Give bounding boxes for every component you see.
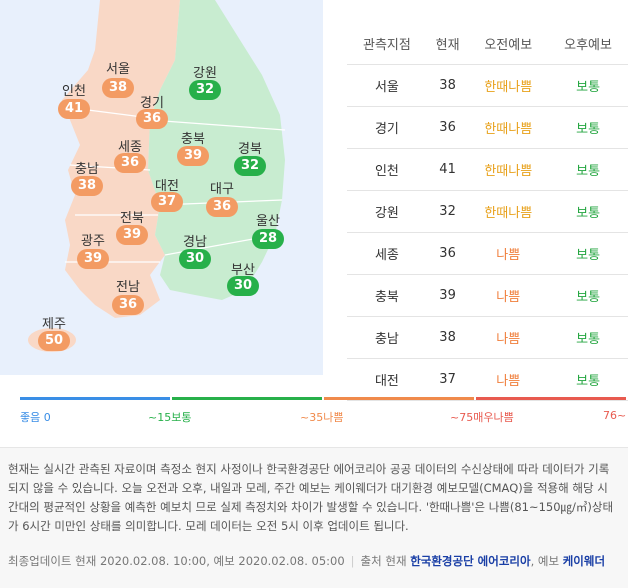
current-cell: 36 xyxy=(426,232,469,275)
current-cell: 41 xyxy=(426,148,469,191)
region-label: 대구 xyxy=(210,182,234,197)
site-cell: 세종 xyxy=(347,232,427,275)
legend-label: 76~ xyxy=(603,409,627,422)
current-cell: 37 xyxy=(426,358,469,401)
region-value-badge[interactable]: 32 xyxy=(189,80,221,100)
region-label: 인천 xyxy=(62,84,86,99)
region-value-badge[interactable]: 32 xyxy=(234,156,266,176)
header-pm: 오후예보 xyxy=(548,22,628,65)
region-value-badge[interactable]: 36 xyxy=(206,197,238,217)
table-row: 대전 37 나쁨 보통 xyxy=(347,358,628,401)
region-label: 경남 xyxy=(183,235,207,250)
header-site: 관측지점 xyxy=(347,22,427,65)
legend-bar xyxy=(324,397,474,400)
legend-label: ~75매우나쁨 xyxy=(450,411,514,424)
am-forecast-cell: 나쁨 xyxy=(468,274,549,317)
region-value-badge[interactable]: 39 xyxy=(177,146,209,166)
legend-bar xyxy=(20,397,170,400)
header-current: 현재 xyxy=(426,22,469,65)
forecast-table: 관측지점 현재 오전예보 오후예보 서울 38 한때나쁨 보통 경기 36 한때나쁨 보통 인천… xyxy=(347,22,628,401)
table-row: 세종 36 나쁨 보통 xyxy=(347,232,628,275)
air-quality-map: 서울 38 경기 36 인천 41 강원 32 세종 36 충북 39 충남 38 대전 37 경북 32 대구 36… xyxy=(0,0,323,375)
region-value-badge[interactable]: 36 xyxy=(114,153,146,173)
region-label: 대전 xyxy=(155,179,179,194)
update-info: 최종업데이트 현재 2020.02.08. 10:00, 예보 2020.02.… xyxy=(8,554,345,568)
region-label: 울산 xyxy=(256,214,280,229)
table-row: 강원 32 한때나쁨 보통 xyxy=(347,190,628,233)
region-label: 전남 xyxy=(116,280,140,295)
source-mid: , 예보 xyxy=(530,554,560,568)
region-value-badge[interactable]: 36 xyxy=(112,295,144,315)
pm-forecast-cell: 보통 xyxy=(548,232,628,275)
region-label: 세종 xyxy=(118,140,142,155)
pm-forecast-cell: 보통 xyxy=(548,148,628,191)
current-cell: 38 xyxy=(426,316,469,359)
region-label: 광주 xyxy=(81,234,105,249)
pm-forecast-cell: 보통 xyxy=(548,106,628,149)
region-label: 서울 xyxy=(106,62,130,77)
region-label: 경북 xyxy=(238,142,262,157)
legend-bar xyxy=(172,397,322,400)
region-value-badge[interactable]: 37 xyxy=(151,192,183,212)
legend-label: ~35나쁨 xyxy=(300,411,344,424)
current-cell: 32 xyxy=(426,190,469,233)
site-cell: 대전 xyxy=(347,358,427,401)
table-row: 충남 38 나쁨 보통 xyxy=(347,316,628,359)
legend-label: 좋음 0 xyxy=(20,411,51,424)
pm-legend: 좋음 0 ~15보통 ~35나쁨 ~75매우나쁨 76~ xyxy=(20,397,628,425)
site-cell: 충남 xyxy=(347,316,427,359)
region-label: 부산 xyxy=(231,263,255,278)
site-cell: 인천 xyxy=(347,148,427,191)
am-forecast-cell: 한때나쁨 xyxy=(468,106,549,149)
am-forecast-cell: 나쁨 xyxy=(468,316,549,359)
notice-text: 현재는 실시간 관측된 자료이며 측정소 현지 사정이나 한국환경공단 에어코리… xyxy=(8,462,614,533)
pm-forecast-cell: 보통 xyxy=(548,64,628,107)
source-prefix: 출처 현재 xyxy=(360,554,407,568)
region-value-badge[interactable]: 39 xyxy=(77,249,109,269)
am-forecast-cell: 나쁨 xyxy=(468,358,549,401)
current-cell: 36 xyxy=(426,106,469,149)
region-value-badge[interactable]: 38 xyxy=(71,176,103,196)
pm-forecast-cell: 보통 xyxy=(548,274,628,317)
am-forecast-cell: 한때나쁨 xyxy=(468,64,549,107)
current-cell: 38 xyxy=(426,64,469,107)
pm-forecast-cell: 보통 xyxy=(548,316,628,359)
site-cell: 충북 xyxy=(347,274,427,317)
legend-bar xyxy=(476,397,626,400)
pm-forecast-cell: 보통 xyxy=(548,190,628,233)
region-label: 충남 xyxy=(75,162,99,177)
table-header-row: 관측지점 현재 오전예보 오후예보 xyxy=(347,22,628,65)
table-row: 서울 38 한때나쁨 보통 xyxy=(347,64,628,107)
site-cell: 강원 xyxy=(347,190,427,233)
am-forecast-cell: 한때나쁨 xyxy=(468,148,549,191)
am-forecast-cell: 나쁨 xyxy=(468,232,549,275)
region-label: 강원 xyxy=(193,66,217,81)
region-label: 충북 xyxy=(181,132,205,147)
region-value-badge[interactable]: 50 xyxy=(38,331,70,351)
table-row: 인천 41 한때나쁨 보통 xyxy=(347,148,628,191)
header-am: 오전예보 xyxy=(468,22,549,65)
site-cell: 서울 xyxy=(347,64,427,107)
table-row: 충북 39 나쁨 보통 xyxy=(347,274,628,317)
notice-box: 현재는 실시간 관측된 자료이며 측정소 현지 사정이나 한국환경공단 에어코리… xyxy=(0,447,628,588)
region-value-badge[interactable]: 36 xyxy=(136,109,168,129)
region-value-badge[interactable]: 38 xyxy=(102,78,134,98)
update-footer: 최종업데이트 현재 2020.02.08. 10:00, 예보 2020.02.… xyxy=(8,554,606,568)
region-value-badge[interactable]: 30 xyxy=(227,276,259,296)
pm-forecast-cell: 보통 xyxy=(548,358,628,401)
region-value-badge[interactable]: 28 xyxy=(252,229,284,249)
source-kweather-link[interactable]: 케이웨더 xyxy=(562,554,606,568)
region-label: 제주 xyxy=(42,317,66,332)
am-forecast-cell: 한때나쁨 xyxy=(468,190,549,233)
region-label: 전북 xyxy=(120,211,144,226)
current-cell: 39 xyxy=(426,274,469,317)
region-value-badge[interactable]: 30 xyxy=(179,249,211,269)
region-value-badge[interactable]: 39 xyxy=(116,225,148,245)
region-label: 경기 xyxy=(140,96,164,111)
region-value-badge[interactable]: 41 xyxy=(58,99,90,119)
site-cell: 경기 xyxy=(347,106,427,149)
source-airkorea-link[interactable]: 한국환경공단 에어코리아 xyxy=(410,554,531,568)
legend-label: ~15보통 xyxy=(148,411,192,424)
table-row: 경기 36 한때나쁨 보통 xyxy=(347,106,628,149)
